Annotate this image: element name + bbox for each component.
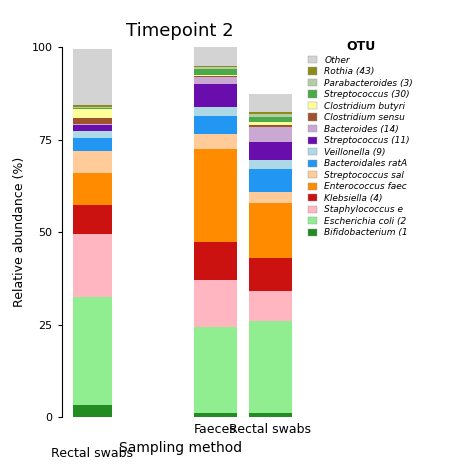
Bar xyxy=(73,138,112,151)
Bar xyxy=(193,75,237,76)
Bar xyxy=(249,413,292,417)
Bar xyxy=(249,142,292,160)
Bar xyxy=(193,116,237,134)
Bar xyxy=(193,65,237,67)
Bar xyxy=(73,297,112,404)
Bar xyxy=(73,108,112,109)
Bar xyxy=(249,169,292,191)
Bar xyxy=(73,404,112,417)
Bar xyxy=(73,105,112,107)
Bar xyxy=(193,84,237,107)
Title: Timepoint 2: Timepoint 2 xyxy=(126,22,234,40)
Bar xyxy=(193,327,237,413)
Bar xyxy=(193,107,237,116)
Bar xyxy=(193,67,237,69)
Y-axis label: Relative abundance (%): Relative abundance (%) xyxy=(13,157,26,307)
Bar xyxy=(73,109,112,118)
Bar xyxy=(193,45,237,65)
Bar xyxy=(249,127,292,142)
Bar xyxy=(193,134,237,149)
Bar xyxy=(73,131,112,138)
X-axis label: Sampling method: Sampling method xyxy=(118,441,242,455)
Bar xyxy=(73,107,112,108)
Bar xyxy=(249,126,292,127)
Bar xyxy=(193,242,237,280)
Bar xyxy=(249,122,292,126)
Bar xyxy=(73,151,112,173)
Bar xyxy=(73,118,112,124)
Bar xyxy=(73,173,112,205)
Bar xyxy=(193,77,237,84)
Bar xyxy=(249,203,292,258)
Bar xyxy=(73,124,112,126)
Bar xyxy=(193,69,237,75)
Bar xyxy=(193,413,237,417)
Bar xyxy=(193,76,237,77)
Bar xyxy=(193,280,237,327)
Bar xyxy=(249,191,292,203)
Bar xyxy=(73,126,112,131)
Bar xyxy=(249,160,292,169)
Bar xyxy=(249,321,292,413)
Bar xyxy=(193,149,237,242)
Bar xyxy=(249,117,292,122)
Bar xyxy=(73,49,112,105)
Bar xyxy=(249,94,292,112)
Bar xyxy=(249,114,292,117)
Bar xyxy=(249,258,292,292)
Bar xyxy=(249,112,292,114)
Text: Rectal swabs: Rectal swabs xyxy=(51,447,133,460)
Legend: Other, Rothia (43), Parabacteroides (3), Streptococcus (30), Clostridium butyri,: Other, Rothia (43), Parabacteroides (3),… xyxy=(308,40,413,237)
Bar xyxy=(73,235,112,297)
Bar xyxy=(73,205,112,235)
Bar xyxy=(249,292,292,321)
